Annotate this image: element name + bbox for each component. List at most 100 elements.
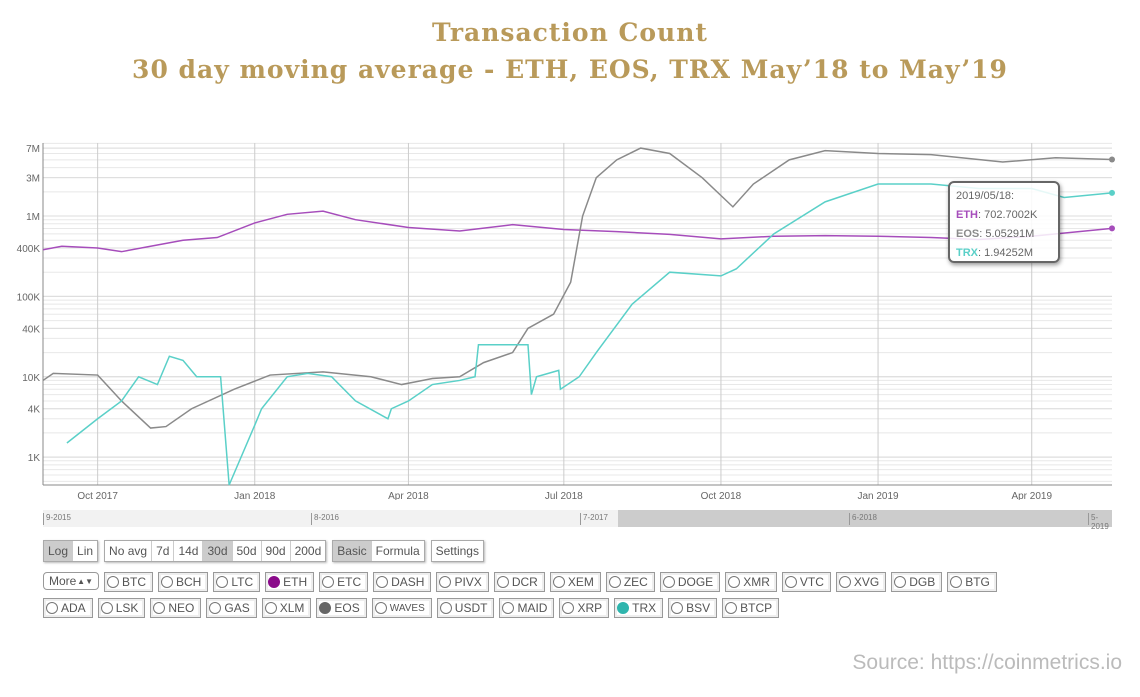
asset-toggle-xem[interactable]: XEM xyxy=(549,572,601,592)
y-tick-label: 4K xyxy=(28,405,41,416)
asset-toggle-btg[interactable]: BTG xyxy=(947,572,997,592)
asset-label: DGB xyxy=(909,575,936,589)
radio-icon xyxy=(728,576,741,588)
asset-label: XVG xyxy=(853,575,880,589)
asset-toggle-eth[interactable]: ETH xyxy=(265,572,315,592)
asset-label: ADA xyxy=(61,601,86,615)
asset-label: XMR xyxy=(743,575,770,589)
asset-toggle-ada[interactable]: ADA xyxy=(43,598,93,618)
asset-toggle-trx[interactable]: TRX xyxy=(614,598,664,618)
asset-label: TRX xyxy=(632,601,657,615)
asset-label: BTC xyxy=(122,575,146,589)
asset-toggle-usdt[interactable]: USDT xyxy=(436,598,495,618)
tooltip-row-trx: TRX: 1.94252M xyxy=(956,247,1034,259)
average-toggle-button-14d[interactable]: 14d xyxy=(174,541,204,561)
asset-toggle-btc[interactable]: BTC xyxy=(104,572,153,592)
asset-label: VTC xyxy=(799,575,824,589)
scale-toggle-button-lin[interactable]: Lin xyxy=(77,544,94,558)
asset-label: ETC xyxy=(337,575,362,589)
asset-toggle-etc[interactable]: ETC xyxy=(319,572,369,592)
asset-label: GAS xyxy=(224,601,250,615)
range-navigator[interactable]: 9-2015 8-2016 7-2017 6-2018 5-2019 xyxy=(43,510,1112,531)
navigator-label: 6-2018 xyxy=(849,513,877,525)
chart-title: Transaction Count xyxy=(432,18,708,47)
asset-label: BTCP xyxy=(740,601,773,615)
average-toggle-button-200d[interactable]: 200d xyxy=(294,544,322,558)
source-credit: Source: https://coinmetrics.io xyxy=(852,651,1122,674)
tooltip-series-name: ETH xyxy=(956,209,978,221)
navigator-selection[interactable] xyxy=(618,510,1112,527)
radio-icon xyxy=(376,576,389,588)
average-toggle-button-no-avg[interactable]: No avg xyxy=(105,541,153,561)
radio-icon xyxy=(319,602,332,614)
asset-toggle-bch[interactable]: BCH xyxy=(158,572,209,592)
tooltip-value: 1.94252M xyxy=(984,247,1034,259)
asset-toggle-doge[interactable]: DOGE xyxy=(659,572,721,592)
asset-label: WAVES xyxy=(389,602,425,614)
radio-icon xyxy=(784,576,797,588)
asset-toggle-xrp[interactable]: XRP xyxy=(559,598,610,618)
radio-icon xyxy=(153,602,166,614)
radio-icon xyxy=(264,602,277,614)
y-tick-label: 3M xyxy=(26,174,40,185)
tooltip-value: 5.05291M xyxy=(985,228,1035,240)
asset-label: PIVX xyxy=(454,575,482,589)
asset-toggle-xlm[interactable]: XLM xyxy=(261,598,312,618)
series-line-eos xyxy=(42,147,1113,429)
asset-toggle-bsv[interactable]: BSV xyxy=(668,598,718,618)
average-toggle-button-50d[interactable]: 50d xyxy=(233,541,262,561)
asset-label: EOS xyxy=(334,601,360,615)
asset-label: ZEC xyxy=(623,575,648,589)
asset-toggle-ltc[interactable]: LTC xyxy=(213,572,261,592)
radio-icon xyxy=(562,602,575,614)
y-tick-label: 1M xyxy=(26,212,40,223)
asset-label: NEO xyxy=(168,601,195,615)
scale-toggle-button-log[interactable]: Log xyxy=(44,541,74,561)
asset-toggle-neo[interactable]: NEO xyxy=(150,598,202,618)
asset-toggle-zec[interactable]: ZEC xyxy=(605,572,655,592)
mode-toggle-button-basic[interactable]: Basic xyxy=(333,541,372,561)
asset-toggle-dash[interactable]: DASH xyxy=(373,572,432,592)
average-toggle-button-7d[interactable]: 7d xyxy=(152,541,175,561)
average-toggle-button-30d[interactable]: 30d xyxy=(203,541,233,561)
asset-toggle-eos[interactable]: EOS xyxy=(316,598,367,618)
radio-icon xyxy=(617,602,630,614)
radio-icon xyxy=(374,602,387,614)
more-select[interactable]: More ▲▼ xyxy=(43,572,99,590)
settings-button[interactable]: Settings xyxy=(435,544,479,558)
radio-icon xyxy=(161,576,173,588)
radio-icon xyxy=(216,576,229,588)
mode-toggle-button-formula[interactable]: Formula xyxy=(375,544,420,558)
tooltip-date: 2019/05/18: xyxy=(956,190,1015,202)
asset-toggle-waves[interactable]: WAVES xyxy=(371,598,432,618)
radio-icon xyxy=(894,576,907,588)
radio-icon xyxy=(439,602,452,614)
y-tick-label: 400K xyxy=(17,244,41,255)
settings-group: Settings xyxy=(430,540,484,562)
mode-toggle: Basic Formula xyxy=(332,540,425,562)
asset-toggle-btcp[interactable]: BTCP xyxy=(722,598,780,618)
asset-toggle-gas[interactable]: GAS xyxy=(206,598,257,618)
more-label: More xyxy=(49,574,77,588)
x-tick-label: Jan 2018 xyxy=(234,491,276,500)
asset-toggle-maid[interactable]: MAID xyxy=(499,598,555,618)
radio-icon xyxy=(209,602,222,614)
transaction-count-chart: 7M 3M 1M 400K 100K 40K 10K 4K 1K Oct 2017 Jan 2018… xyxy=(17,142,1115,500)
navigator-label: 5-2019 xyxy=(1088,513,1112,531)
asset-toggle-vtc[interactable]: VTC xyxy=(781,572,831,592)
average-toggle-button-90d[interactable]: 90d xyxy=(262,541,291,561)
asset-toggle-lsk[interactable]: LSK xyxy=(97,598,146,618)
asset-toggle-xmr[interactable]: XMR xyxy=(725,572,777,592)
average-toggle: No avg 7d 14d 30d 50d 90d 200d xyxy=(104,540,327,562)
y-tick-label: 10K xyxy=(22,373,40,384)
asset-toggle-pivx[interactable]: PIVX xyxy=(436,572,489,592)
asset-toggle-xvg[interactable]: XVG xyxy=(835,572,887,592)
series-endpoint-eth xyxy=(1109,225,1115,232)
x-tick-label: Jan 2019 xyxy=(857,491,899,500)
asset-toggle-dgb[interactable]: DGB xyxy=(891,572,943,592)
radio-icon xyxy=(725,602,738,614)
radio-icon xyxy=(502,602,515,614)
radio-icon xyxy=(496,576,509,588)
asset-toggle-dcr[interactable]: DCR xyxy=(493,572,545,592)
radio-icon xyxy=(662,576,675,588)
